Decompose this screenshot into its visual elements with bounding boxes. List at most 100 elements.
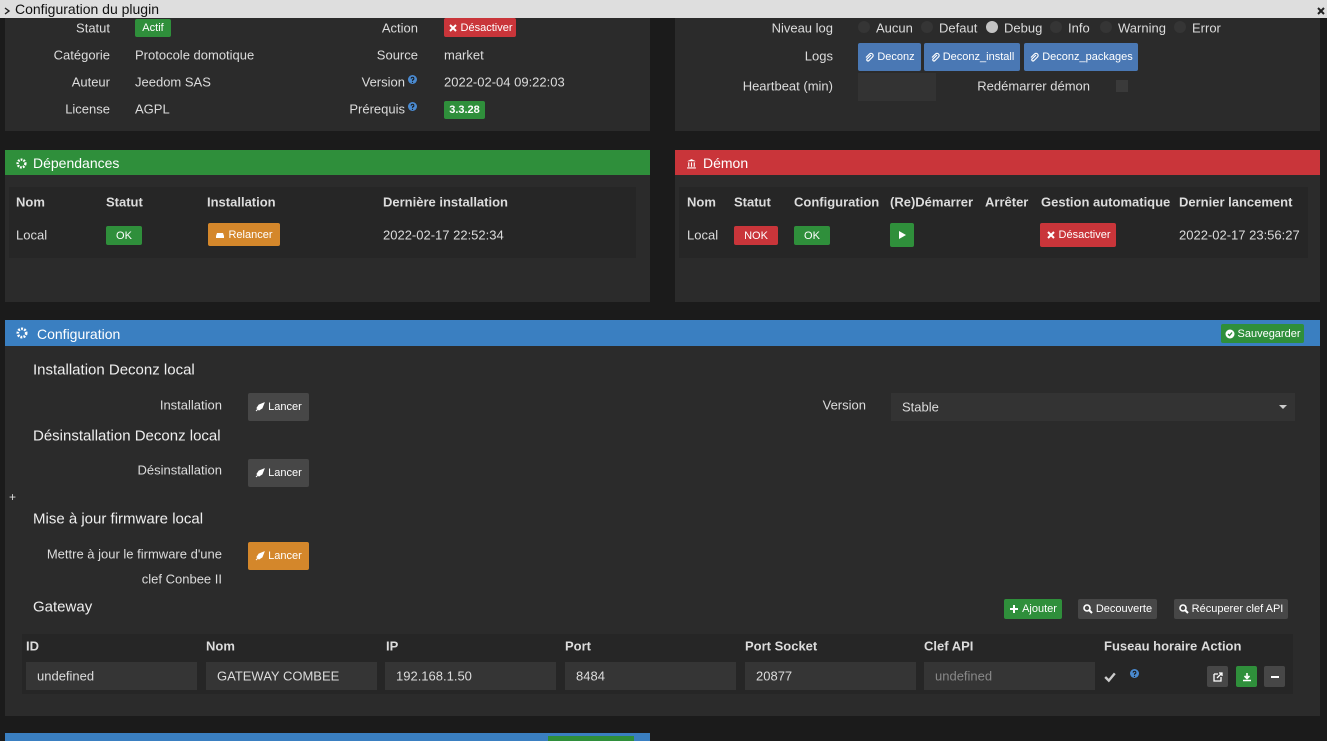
button-label: Decouverte <box>1095 603 1153 615</box>
configuration-header <box>5 320 1320 346</box>
button-label: Deconz_packages <box>1042 51 1133 63</box>
launch-button[interactable]: Lancer <box>248 393 309 421</box>
icon-rocket <box>255 402 266 412</box>
version-select[interactable] <box>891 393 1295 421</box>
restart-checkbox[interactable] <box>1116 80 1128 92</box>
gateway-button[interactable]: Ajouter <box>1004 599 1062 619</box>
field-label: License <box>65 101 110 117</box>
radio-button[interactable] <box>921 21 933 33</box>
log-button[interactable]: Deconz_packages <box>1024 43 1138 71</box>
field-label: Statut <box>76 20 110 36</box>
icon-wrap <box>16 157 27 169</box>
icon-gear <box>16 327 28 339</box>
plugin-info-panel <box>5 18 650 131</box>
icon-x <box>1317 7 1325 15</box>
column-header: Nom <box>206 638 235 654</box>
expand-toggle: + <box>9 490 17 504</box>
label: Désinstallation <box>137 462 222 478</box>
gateway-input[interactable] <box>924 662 1095 690</box>
column-header: IP <box>386 638 399 654</box>
field-value: Protocole domotique <box>135 47 255 63</box>
icon-help <box>408 102 417 111</box>
gateway-input[interactable] <box>565 662 736 690</box>
gateway-input[interactable] <box>26 662 197 690</box>
gateway-button[interactable]: Récuperer clef API <box>1174 599 1288 619</box>
radio-label: Error <box>1192 20 1221 36</box>
daemon-header <box>675 150 1320 175</box>
launch-button[interactable]: Lancer <box>248 542 309 570</box>
button-label: OK <box>116 229 132 242</box>
radio-label: Info <box>1068 20 1090 36</box>
section-heading: Mise à jour firmware local <box>33 510 204 528</box>
icon-search <box>1178 604 1189 614</box>
dependencies-table <box>9 187 636 258</box>
deactivate-button[interactable]: Désactiver <box>444 18 516 37</box>
radio-button[interactable] <box>986 21 998 33</box>
label: Mettre à jour le firmware d'une <box>46 546 222 562</box>
icon-x <box>448 23 457 32</box>
icon-minus <box>1270 675 1279 678</box>
deactivate-button[interactable]: Désactiver <box>1040 223 1116 247</box>
reinstall-button[interactable]: Relancer <box>208 223 280 246</box>
column-header: ID <box>26 638 39 654</box>
button-label: Lancer <box>268 550 302 562</box>
label: Local <box>16 227 48 243</box>
download-button[interactable] <box>1236 666 1257 687</box>
icon-caret <box>1279 405 1287 409</box>
column-header: Fuseau horaire <box>1104 638 1198 654</box>
icon-rocket <box>255 468 266 478</box>
section-heading: Gateway <box>33 598 93 616</box>
field-value: AGPL <box>135 101 170 117</box>
radio-button[interactable] <box>1050 21 1062 33</box>
input-value: undefined <box>37 668 95 684</box>
launch-button[interactable]: Lancer <box>248 459 309 487</box>
log-panel <box>675 18 1320 131</box>
label: 2022-02-17 23:56:27 <box>1179 227 1300 243</box>
field-value: 2022-02-04 09:22:03 <box>444 74 565 90</box>
icon-wrap <box>16 327 28 339</box>
next-panel-button[interactable] <box>548 736 634 741</box>
button-label: Récuperer clef API <box>1191 603 1284 615</box>
radio-button[interactable] <box>1174 21 1186 33</box>
icon-bank <box>687 159 696 169</box>
status-badge[interactable]: NOK <box>734 226 778 245</box>
button-label: Deconz <box>877 51 915 63</box>
gateway-input[interactable] <box>385 662 556 690</box>
save-button[interactable]: Sauvegarder <box>1221 324 1304 343</box>
button-label: Relancer <box>228 228 273 241</box>
icon-rocket <box>255 551 266 561</box>
status-badge[interactable]: Actif <box>135 19 171 37</box>
radio-button[interactable] <box>858 21 870 33</box>
status-badge[interactable]: OK <box>794 226 830 245</box>
icon-wrap <box>2 4 12 15</box>
heartbeat-input[interactable] <box>858 73 936 101</box>
start-button[interactable] <box>890 223 914 247</box>
label: Local <box>687 227 719 243</box>
icon-plus <box>1010 605 1019 613</box>
remove-button[interactable] <box>1264 666 1285 687</box>
open-button[interactable] <box>1207 666 1228 687</box>
input-value: 8484 <box>576 668 605 684</box>
input-value: 20877 <box>756 668 793 684</box>
gateway-input[interactable] <box>745 662 916 690</box>
label: Installation <box>159 397 222 413</box>
input-value: GATEWAY COMBEE <box>217 668 340 684</box>
icon-help <box>1130 669 1139 678</box>
log-button[interactable]: Deconz_install <box>924 43 1020 71</box>
column-header: Dernière installation <box>383 194 508 210</box>
radio-label: Debug <box>1004 20 1043 36</box>
log-button[interactable]: Deconz <box>858 43 921 71</box>
input-value: 192.168.1.50 <box>396 668 472 684</box>
gateway-input[interactable] <box>206 662 377 690</box>
icon-wrap <box>1104 671 1116 683</box>
gateway-button[interactable]: Decouverte <box>1078 599 1157 619</box>
icon-search <box>1083 604 1093 614</box>
status-badge[interactable]: OK <box>106 226 142 245</box>
column-header: Port <box>565 638 591 654</box>
version-badge[interactable]: 3.3.28 <box>444 101 485 119</box>
column-header: Arrêter <box>985 194 1029 210</box>
radio-button[interactable] <box>1100 21 1112 33</box>
column-header: Port Socket <box>745 638 818 654</box>
icon-gear <box>16 158 27 169</box>
field-value: Jeedom SAS <box>135 74 211 90</box>
